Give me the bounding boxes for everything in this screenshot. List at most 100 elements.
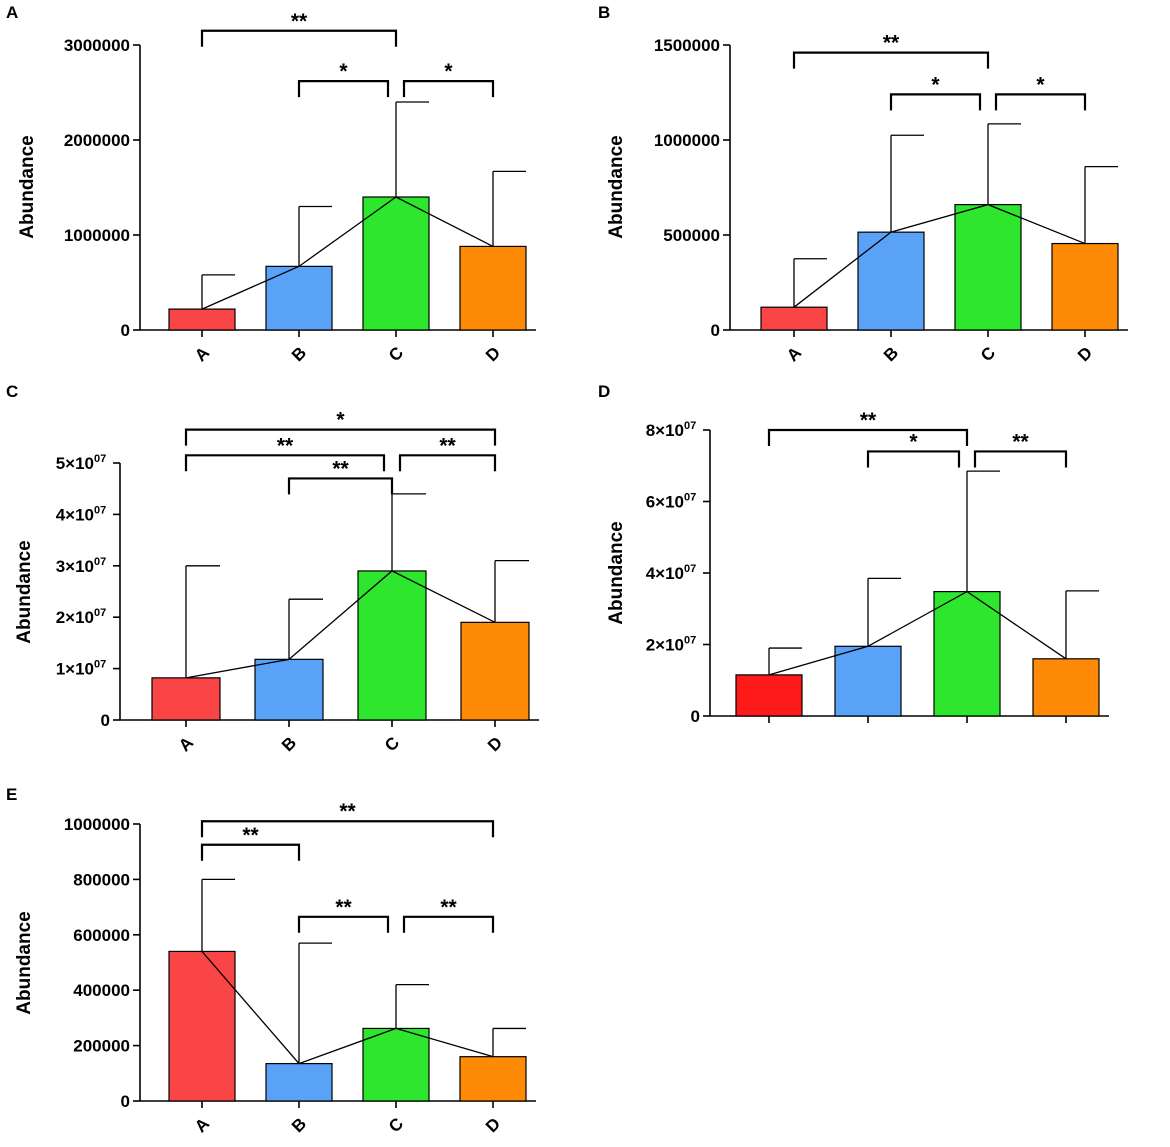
- bar-c: [933, 590, 1001, 717]
- significance-label: **: [1012, 430, 1029, 453]
- y-axis-label: Abundance: [14, 911, 35, 1014]
- y-tick-label: 2×10: [646, 636, 684, 655]
- bar-d: [460, 621, 530, 721]
- bar-c: [362, 1027, 430, 1102]
- panel-label: E: [6, 785, 17, 804]
- significance-bracket: [200, 29, 398, 47]
- bar-b: [265, 1063, 333, 1102]
- x-tick-label: D: [1074, 343, 1096, 365]
- x-tick-label: D: [482, 1114, 504, 1136]
- significance-bracket: [184, 454, 386, 472]
- significance-bracket: [297, 915, 390, 933]
- bar-d: [459, 245, 527, 331]
- significance-label: *: [931, 73, 940, 96]
- significance-label: **: [291, 10, 308, 33]
- y-tick-label: 5×10: [56, 454, 94, 473]
- significance-label: *: [336, 409, 345, 432]
- y-tick-label: 0: [711, 321, 720, 340]
- panel-label: A: [6, 3, 18, 22]
- x-tick-label: B: [288, 1114, 310, 1136]
- y-tick-exponent: 07: [94, 453, 106, 465]
- y-tick-exponent: 07: [94, 504, 106, 516]
- y-tick-label: 0: [121, 1092, 130, 1111]
- y-tick-exponent: 07: [94, 659, 106, 671]
- x-tick-label: A: [783, 343, 805, 365]
- significance-label: **: [242, 824, 259, 847]
- x-tick-label: C: [381, 733, 403, 755]
- x-tick-label: A: [191, 343, 213, 365]
- panel-label: D: [598, 382, 610, 401]
- significance-bracket: [866, 450, 961, 468]
- x-tick-label: C: [977, 343, 999, 365]
- y-tick-exponent: 07: [94, 607, 106, 619]
- y-tick-label: 0: [121, 321, 130, 340]
- y-tick-label: 4×10: [56, 505, 94, 524]
- significance-label: **: [440, 896, 457, 919]
- significance-bracket: [994, 93, 1087, 111]
- y-tick-label: 500000: [663, 226, 720, 245]
- significance-bracket: [398, 454, 497, 472]
- significance-label: *: [1036, 73, 1045, 96]
- bar-c: [357, 570, 427, 721]
- y-tick-exponent: 07: [684, 563, 696, 575]
- significance-label: **: [883, 32, 900, 55]
- y-axis-label: Abundance: [606, 521, 627, 624]
- significance-bracket: [184, 428, 497, 446]
- y-tick-label: 0: [691, 707, 700, 726]
- y-axis-label: Abundance: [606, 135, 627, 238]
- bar-a: [151, 677, 221, 721]
- y-tick-label: 2000000: [64, 131, 130, 150]
- y-tick-label: 8×10: [646, 421, 684, 440]
- chart-panel-c: C 01×10 072×10 073×10 074×10 075×10 07Abundan…: [6, 382, 539, 755]
- bar-b: [834, 645, 902, 717]
- bar-b: [265, 265, 333, 331]
- significance-label: *: [339, 60, 348, 83]
- x-tick-label: B: [278, 733, 300, 755]
- significance-label: *: [909, 430, 918, 453]
- x-tick-label: C: [385, 1114, 407, 1136]
- y-tick-label: 200000: [73, 1037, 130, 1056]
- bar-a: [760, 306, 828, 331]
- bar-a: [735, 674, 803, 717]
- bar-b: [254, 658, 324, 721]
- y-tick-label: 1000000: [654, 131, 720, 150]
- y-axis-label: Abundance: [17, 135, 38, 238]
- y-tick-exponent: 07: [684, 492, 696, 504]
- panel-label: C: [6, 382, 18, 401]
- mean-line: [185, 570, 496, 679]
- significance-bracket: [767, 428, 969, 446]
- significance-label: **: [860, 409, 877, 432]
- significance-bracket: [889, 93, 982, 111]
- y-tick-exponent: 07: [94, 556, 106, 568]
- bar-d: [459, 1056, 527, 1102]
- significance-label: **: [439, 434, 456, 457]
- x-tick-label: A: [175, 733, 197, 755]
- y-tick-exponent: 07: [684, 420, 696, 432]
- y-tick-label: 1000000: [64, 226, 130, 245]
- y-tick-label: 600000: [73, 926, 130, 945]
- y-tick-label: 3×10: [56, 557, 94, 576]
- bar-a: [168, 950, 236, 1102]
- y-axis-label: Abundance: [14, 540, 35, 643]
- mean-line: [201, 950, 494, 1065]
- y-tick-exponent: 07: [684, 635, 696, 647]
- y-tick-label: 6×10: [646, 493, 684, 512]
- y-tick-label: 1500000: [654, 36, 720, 55]
- bar-a: [168, 308, 236, 331]
- bar-d: [1032, 658, 1100, 717]
- y-tick-label: 1000000: [64, 815, 130, 834]
- mean-line: [793, 203, 1086, 308]
- y-tick-label: 400000: [73, 981, 130, 1000]
- bar-c: [954, 204, 1022, 331]
- significance-label: **: [332, 457, 349, 480]
- x-tick-label: A: [191, 1114, 213, 1136]
- mean-line: [768, 590, 1067, 676]
- y-tick-label: 800000: [73, 870, 130, 889]
- mean-line: [201, 196, 494, 310]
- significance-bracket: [287, 477, 394, 495]
- y-tick-label: 2×10: [56, 608, 94, 627]
- x-tick-label: D: [484, 733, 506, 755]
- panel-label: B: [598, 3, 610, 22]
